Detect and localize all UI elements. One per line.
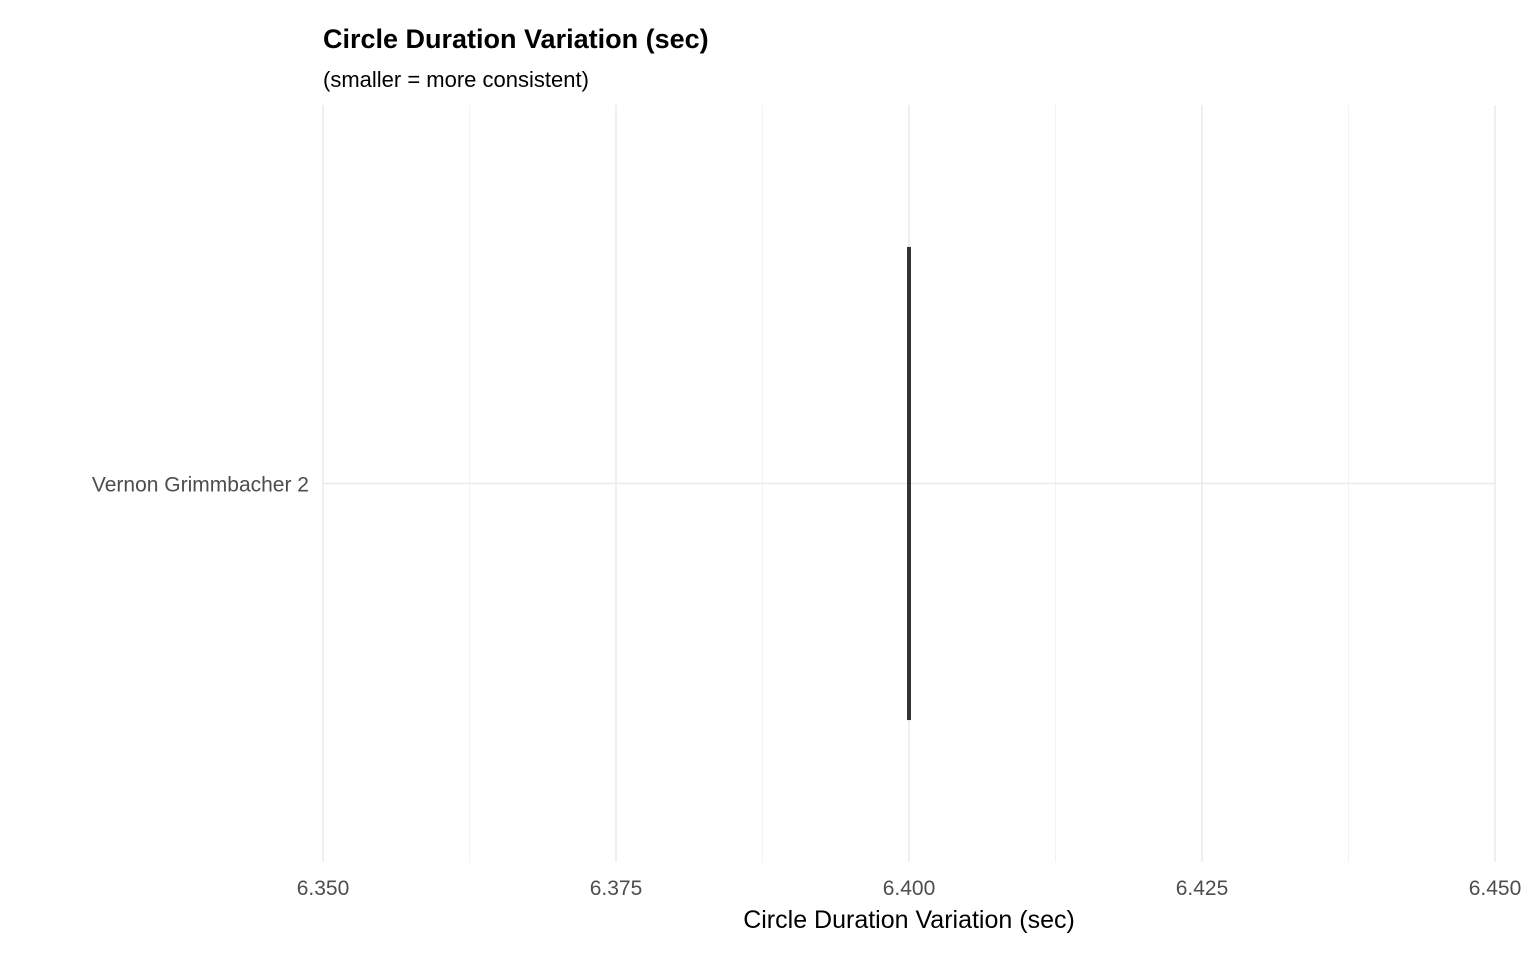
x-tick-label: 6.425 (1176, 877, 1229, 900)
bars (907, 246, 911, 721)
x-axis-title: Circle Duration Variation (sec) (743, 906, 1075, 934)
x-tick-label: 6.350 (297, 877, 350, 900)
chart-title: Circle Duration Variation (sec) (323, 24, 709, 54)
x-tick-label: 6.400 (883, 877, 936, 900)
grid (322, 105, 1496, 862)
y-tick-label: Vernon Grimmbacher 2 (92, 474, 309, 497)
x-tick-label: 6.450 (1469, 877, 1522, 900)
chart-subtitle: (smaller = more consistent) (323, 67, 589, 92)
x-tick-label: 6.375 (590, 877, 643, 900)
labels: Circle Duration Variation (sec) (smaller… (92, 24, 1521, 934)
bar (907, 246, 911, 721)
